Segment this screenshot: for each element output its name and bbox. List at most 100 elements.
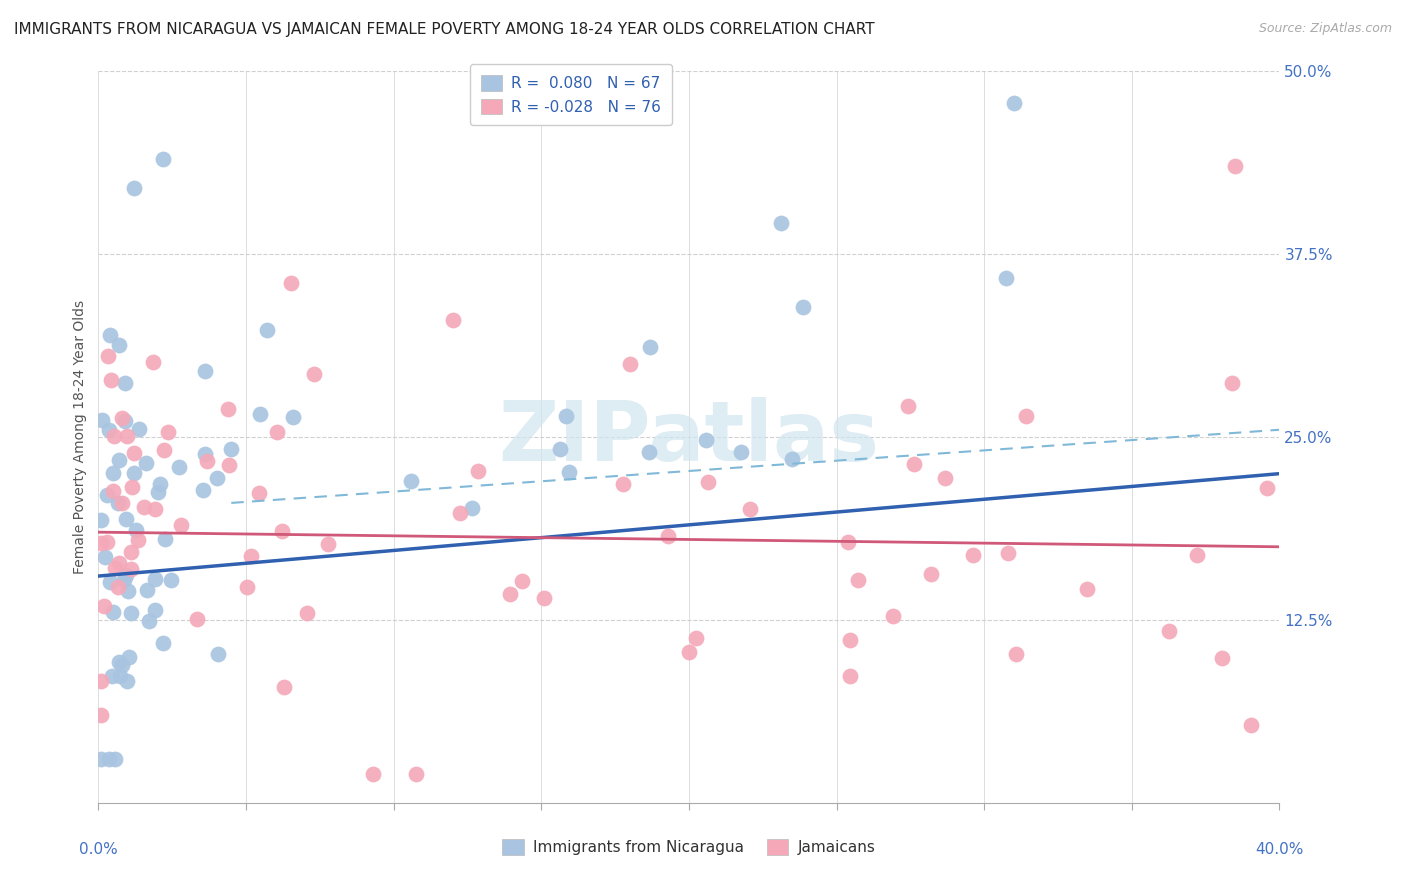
Point — [97, 349, 120, 363]
Point — [1004, 647, 1026, 661]
Point — [695, 433, 717, 447]
Point — [115, 511, 138, 525]
Point — [638, 340, 661, 354]
Point — [461, 501, 484, 516]
Point — [90, 674, 112, 689]
Point — [280, 277, 302, 291]
Point — [554, 409, 576, 424]
Point — [637, 445, 659, 459]
Point — [128, 422, 150, 436]
Point — [135, 456, 157, 470]
Point — [97, 423, 120, 437]
Point — [142, 354, 165, 368]
Point — [186, 612, 208, 626]
Point — [685, 632, 707, 646]
Point — [117, 583, 139, 598]
Point — [1225, 160, 1247, 174]
Point — [612, 477, 634, 491]
Point — [155, 532, 177, 546]
Point — [90, 708, 112, 723]
Text: 40.0%: 40.0% — [1256, 842, 1303, 856]
Point — [111, 658, 134, 673]
Point — [1211, 651, 1233, 665]
Point — [995, 271, 1018, 285]
Point — [281, 409, 304, 424]
Point — [104, 561, 127, 575]
Point — [100, 373, 122, 387]
Point — [934, 471, 956, 485]
Point — [316, 537, 339, 551]
Point — [115, 429, 138, 443]
Point — [533, 591, 555, 606]
Point — [143, 502, 166, 516]
Point — [1185, 549, 1208, 563]
Point — [997, 546, 1019, 560]
Point — [1076, 582, 1098, 596]
Point — [499, 586, 522, 600]
Point — [256, 323, 278, 337]
Point — [962, 548, 984, 562]
Point — [120, 607, 142, 621]
Point — [98, 327, 121, 342]
Point — [678, 645, 700, 659]
Point — [90, 513, 112, 527]
Point — [90, 752, 112, 766]
Point — [249, 408, 271, 422]
Point — [93, 599, 115, 613]
Point — [107, 496, 129, 510]
Point — [218, 458, 240, 473]
Point — [1240, 718, 1263, 732]
Point — [170, 517, 193, 532]
Point — [103, 429, 125, 443]
Point — [236, 580, 259, 594]
Point — [510, 574, 533, 589]
Point — [1014, 409, 1036, 424]
Point — [205, 471, 228, 485]
Point — [143, 602, 166, 616]
Point — [96, 534, 118, 549]
Point — [405, 766, 427, 780]
Point — [111, 496, 134, 510]
Point — [792, 300, 814, 314]
Point — [122, 445, 145, 459]
Point — [903, 458, 925, 472]
Point — [114, 568, 136, 582]
Point — [108, 338, 131, 352]
Point — [266, 425, 288, 439]
Point — [167, 460, 190, 475]
Point — [882, 608, 904, 623]
Point — [114, 376, 136, 390]
Text: IMMIGRANTS FROM NICARAGUA VS JAMAICAN FEMALE POVERTY AMONG 18-24 YEAR OLDS CORRE: IMMIGRANTS FROM NICARAGUA VS JAMAICAN FE… — [14, 22, 875, 37]
Point — [839, 669, 862, 683]
Point — [94, 550, 117, 565]
Point — [122, 466, 145, 480]
Point — [838, 633, 860, 648]
Point — [195, 454, 218, 468]
Point — [149, 476, 172, 491]
Point — [153, 443, 176, 458]
Point — [837, 534, 859, 549]
Point — [1157, 624, 1180, 638]
Point — [217, 401, 239, 416]
Point — [107, 453, 129, 467]
Point — [295, 606, 318, 620]
Point — [148, 484, 170, 499]
Point — [271, 524, 294, 538]
Point — [98, 752, 121, 766]
Point — [115, 674, 138, 689]
Point — [132, 500, 155, 515]
Point — [91, 413, 114, 427]
Text: Source: ZipAtlas.com: Source: ZipAtlas.com — [1258, 22, 1392, 36]
Point — [108, 669, 131, 683]
Point — [125, 523, 148, 537]
Point — [108, 556, 131, 570]
Point — [152, 635, 174, 649]
Point — [114, 414, 136, 428]
Point — [159, 573, 181, 587]
Text: 0.0%: 0.0% — [79, 842, 118, 856]
Point — [104, 752, 127, 766]
Point — [156, 425, 179, 440]
Point — [127, 533, 149, 548]
Point — [108, 655, 131, 669]
Point — [122, 181, 145, 195]
